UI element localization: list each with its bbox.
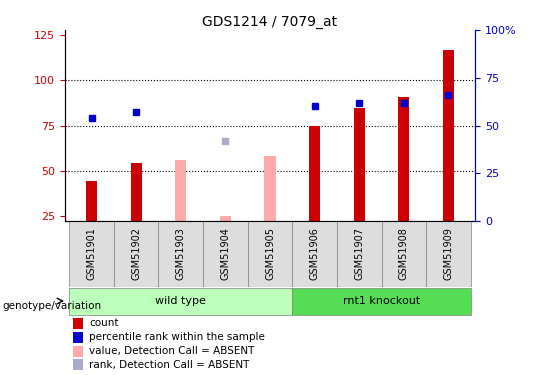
Bar: [309, 126, 320, 221]
Bar: [382, 221, 426, 286]
Bar: [354, 108, 365, 221]
Text: rank, Detection Call = ABSENT: rank, Detection Call = ABSENT: [90, 360, 250, 370]
Text: genotype/variation: genotype/variation: [3, 301, 102, 310]
Text: value, Detection Call = ABSENT: value, Detection Call = ABSENT: [90, 346, 255, 356]
Text: count: count: [90, 318, 119, 328]
Text: rnt1 knockout: rnt1 knockout: [343, 296, 420, 306]
Bar: [443, 50, 454, 221]
Text: GSM51902: GSM51902: [131, 227, 141, 280]
Bar: [69, 288, 292, 315]
Text: GSM51906: GSM51906: [309, 227, 320, 280]
Bar: [86, 182, 97, 221]
Title: GDS1214 / 7079_at: GDS1214 / 7079_at: [202, 15, 338, 29]
Bar: [337, 221, 382, 286]
Bar: [220, 216, 231, 221]
Bar: [292, 288, 471, 315]
Bar: [73, 318, 83, 328]
Text: percentile rank within the sample: percentile rank within the sample: [90, 332, 265, 342]
Bar: [73, 346, 83, 357]
Text: wild type: wild type: [156, 296, 206, 306]
Text: GSM51907: GSM51907: [354, 227, 364, 280]
Text: GSM51908: GSM51908: [399, 227, 409, 280]
Bar: [292, 221, 337, 286]
Bar: [158, 221, 203, 286]
Bar: [265, 156, 275, 221]
Bar: [131, 164, 141, 221]
Bar: [175, 160, 186, 221]
Bar: [73, 359, 83, 370]
Text: GSM51903: GSM51903: [176, 227, 186, 280]
Bar: [248, 221, 292, 286]
Bar: [399, 97, 409, 221]
Text: GSM51901: GSM51901: [86, 227, 97, 280]
Bar: [114, 221, 158, 286]
Bar: [73, 332, 83, 343]
Bar: [203, 221, 248, 286]
Text: GSM51904: GSM51904: [220, 227, 231, 280]
Bar: [426, 221, 471, 286]
Text: GSM51909: GSM51909: [443, 227, 454, 280]
Bar: [69, 221, 114, 286]
Text: GSM51905: GSM51905: [265, 227, 275, 280]
